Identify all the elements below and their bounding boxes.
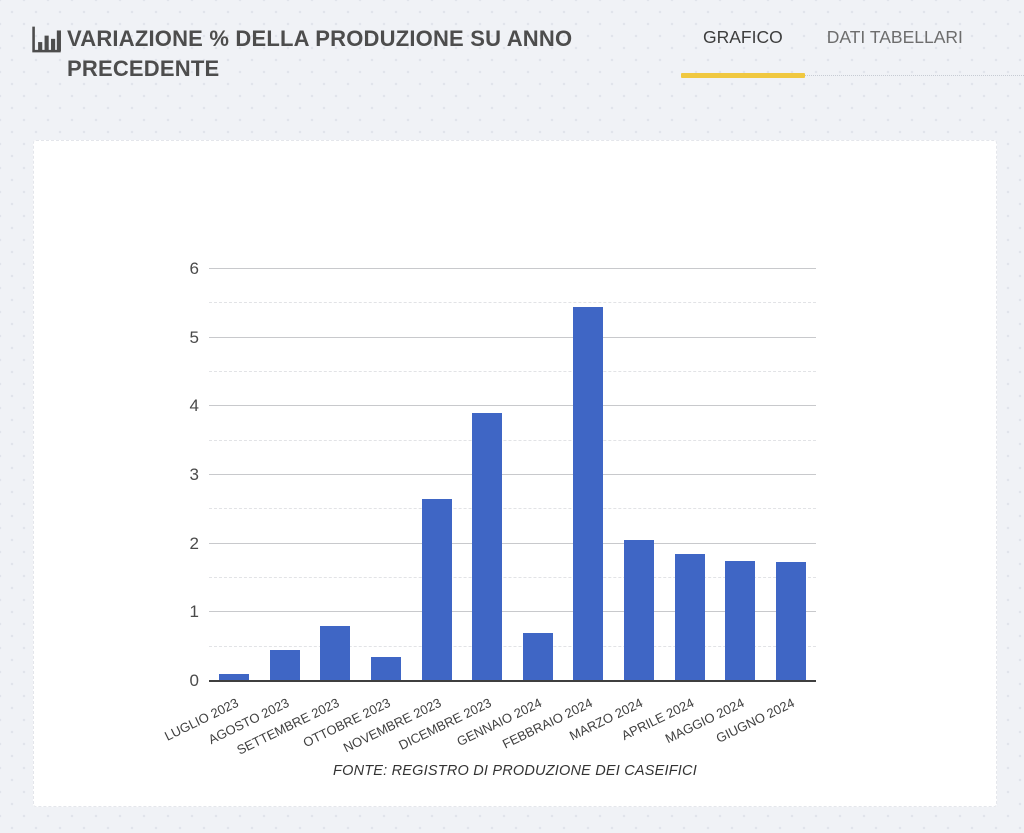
y-tick-label: 4 xyxy=(189,396,199,416)
bar-aprile-2024[interactable] xyxy=(674,553,705,681)
gridline-major xyxy=(209,268,816,269)
tab-grafico[interactable]: GRAFICO xyxy=(681,0,805,78)
y-tick-label: 1 xyxy=(189,602,199,622)
bar-chart-icon xyxy=(31,25,62,54)
bar-agosto-2023[interactable] xyxy=(269,650,300,681)
gridline-minor xyxy=(209,302,816,304)
bar-gennaio-2024[interactable] xyxy=(522,632,553,681)
gridline-minor xyxy=(209,439,816,441)
y-tick-label: 5 xyxy=(189,327,199,347)
gridline-major xyxy=(209,474,816,475)
active-tab-underline xyxy=(681,73,805,78)
header: VARIAZIONE % DELLA PRODUZIONE SU ANNO PR… xyxy=(0,0,1024,140)
gridline-major xyxy=(209,405,816,407)
page-title: VARIAZIONE % DELLA PRODUZIONE SU ANNO PR… xyxy=(67,26,573,81)
gridline-minor xyxy=(209,645,816,647)
gridline-minor xyxy=(209,371,816,372)
y-tick-label: 2 xyxy=(189,533,199,553)
tab-grafico-label: GRAFICO xyxy=(703,27,783,47)
y-tick-label: 6 xyxy=(189,259,199,278)
bar-febbraio-2024[interactable] xyxy=(573,306,604,681)
bar-ottobre-2023[interactable] xyxy=(371,656,402,681)
gridline-major xyxy=(209,336,816,338)
plot-area xyxy=(209,268,816,682)
y-axis-labels: 0 1 2 3 4 5 6 xyxy=(34,260,199,690)
gridline-major xyxy=(209,542,816,544)
bar-marzo-2024[interactable] xyxy=(623,540,654,681)
x-axis-line xyxy=(209,680,816,682)
y-tick-label: 0 xyxy=(189,671,199,690)
bar-novembre-2023[interactable] xyxy=(421,499,452,681)
tab-dati-tabellari-label: DATI TABELLARI xyxy=(826,27,963,47)
gridline-minor xyxy=(209,577,816,578)
tab-bar: GRAFICO DATI TABELLARI xyxy=(681,0,1024,78)
tab-dati-tabellari[interactable]: DATI TABELLARI xyxy=(805,0,985,75)
bar-giugno-2024[interactable] xyxy=(775,562,806,681)
y-tick-label: 3 xyxy=(189,465,199,484)
bar-dicembre-2023[interactable] xyxy=(472,413,503,681)
gridline-minor xyxy=(209,508,816,510)
bar-settembre-2023[interactable] xyxy=(320,626,351,681)
gridline-major xyxy=(209,611,816,613)
chart-source-note: FONTE: REGISTRO DI PRODUZIONE DEI CASEIF… xyxy=(333,763,697,779)
bar-luglio-2023[interactable] xyxy=(219,674,250,681)
bar-maggio-2024[interactable] xyxy=(725,560,756,681)
